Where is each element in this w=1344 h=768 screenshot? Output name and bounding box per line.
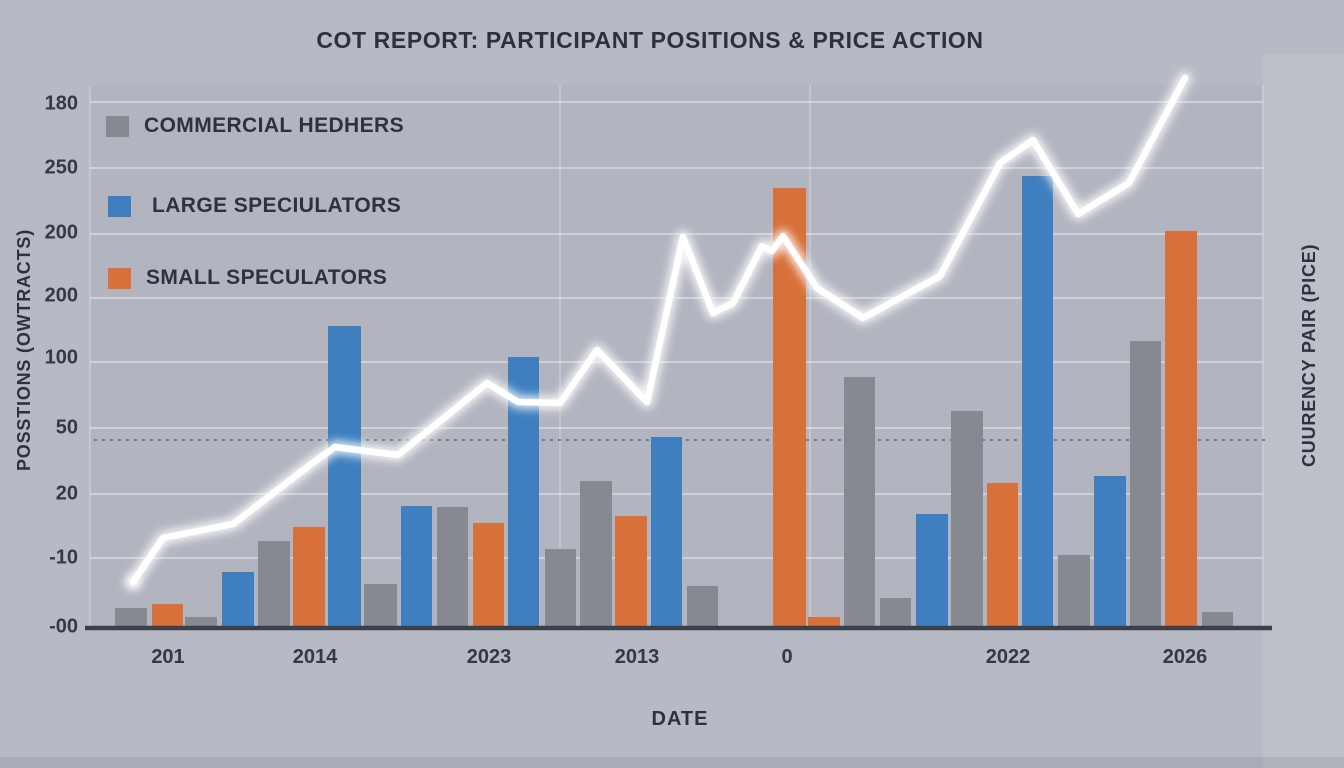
bar-small-speculators (473, 523, 504, 628)
bar-small-speculators (293, 527, 325, 628)
bottom-edge-shade (0, 757, 1344, 768)
bar-small-speculators (615, 516, 647, 628)
bar-large-speculators (328, 326, 361, 628)
bar-commercial-hedgers (1202, 612, 1233, 628)
bar-commercial-hedgers (580, 481, 612, 628)
bar-large-speculators (401, 506, 432, 628)
bar-commercial-hedgers (951, 411, 983, 628)
bar-commercial-hedgers (115, 608, 147, 628)
bar-small-speculators (987, 483, 1018, 628)
bar-commercial-hedgers (258, 541, 290, 628)
bar-small-speculators (808, 617, 840, 628)
bar-commercial-hedgers (545, 549, 576, 628)
bar-commercial-hedgers (364, 584, 397, 628)
price-line-start-point (126, 575, 140, 589)
bar-commercial-hedgers (437, 507, 468, 628)
bar-large-speculators (916, 514, 948, 628)
right-margin-band (1263, 55, 1344, 768)
bar-commercial-hedgers (880, 598, 911, 628)
bar-large-speculators (222, 572, 254, 628)
bar-large-speculators (651, 437, 682, 628)
bar-commercial-hedgers (844, 377, 875, 628)
price-line (129, 74, 1189, 586)
bar-commercial-hedgers (687, 586, 718, 628)
bar-small-speculators (1165, 231, 1197, 628)
bar-commercial-hedgers (185, 617, 217, 628)
bar-large-speculators (1094, 476, 1126, 628)
bar-commercial-hedgers (1130, 341, 1161, 628)
bar-commercial-hedgers (1058, 555, 1090, 628)
bar-small-speculators (152, 604, 183, 628)
bar-large-speculators (1022, 176, 1053, 628)
